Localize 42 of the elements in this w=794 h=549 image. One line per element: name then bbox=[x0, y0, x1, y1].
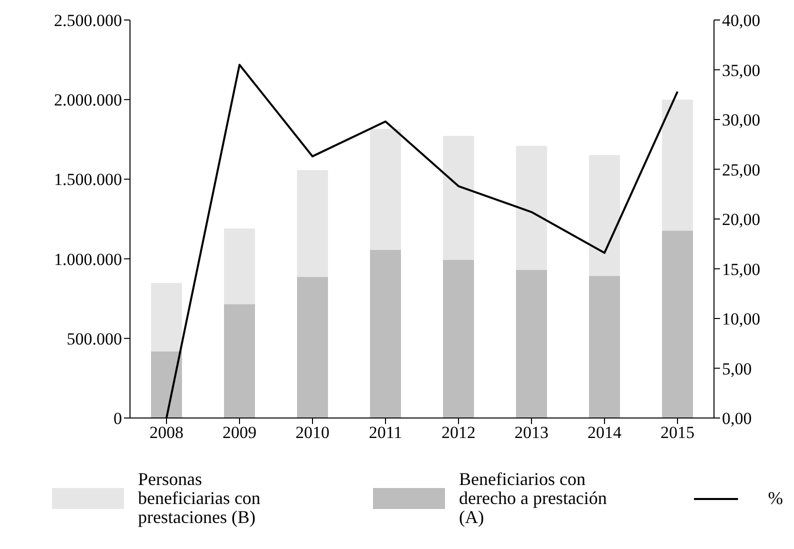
y-tick-label: 2.500.000 bbox=[54, 11, 122, 30]
y-tick-label: 0 bbox=[114, 409, 122, 428]
bar bbox=[370, 250, 401, 418]
x-tick-label: 2013 bbox=[514, 423, 548, 442]
y2-tick-label: 15,00 bbox=[722, 260, 760, 279]
bar bbox=[370, 128, 401, 250]
bar bbox=[662, 230, 693, 418]
x-tick-label: 2008 bbox=[150, 423, 184, 442]
bar bbox=[443, 260, 474, 418]
y2-tick-label: 35,00 bbox=[722, 60, 760, 80]
legend-label: Personas beneficiarias con prestaciones (B) bbox=[138, 469, 262, 527]
y2-tick-label: 40,00 bbox=[722, 11, 760, 30]
x-tick-label: 2014 bbox=[588, 423, 622, 442]
x-tick-label: 2011 bbox=[368, 423, 402, 442]
bar bbox=[516, 270, 547, 418]
y2-tick-label: 5,00 bbox=[722, 359, 752, 378]
bar bbox=[151, 283, 182, 352]
y-tick-label: 2.000.000 bbox=[54, 90, 122, 110]
y2-tick-label: 20,00 bbox=[722, 210, 760, 230]
bar bbox=[224, 304, 255, 418]
y2-tick-label: 0,00 bbox=[722, 409, 752, 428]
bar bbox=[297, 170, 328, 277]
y2-tick-label: 30,00 bbox=[722, 110, 760, 130]
y-tick-label: 1.500.000 bbox=[54, 170, 122, 190]
bar bbox=[662, 100, 693, 231]
bar bbox=[297, 276, 328, 418]
x-tick-label: 2010 bbox=[296, 423, 330, 442]
bar bbox=[443, 136, 474, 260]
bar bbox=[224, 228, 255, 304]
bar bbox=[589, 155, 620, 276]
y2-tick-label: 10,00 bbox=[722, 310, 760, 329]
bar bbox=[151, 351, 182, 418]
bar bbox=[589, 276, 620, 418]
legend-label: Beneficiarios con derecho a prestación (A) bbox=[459, 469, 608, 527]
bar bbox=[516, 146, 547, 270]
x-tick-label: 2015 bbox=[660, 423, 694, 442]
x-tick-label: 2012 bbox=[442, 423, 476, 442]
y-tick-label: 500.000 bbox=[66, 329, 122, 348]
legend-label: % bbox=[768, 488, 784, 508]
y-tick-label: 1.000.000 bbox=[54, 250, 122, 269]
y2-tick-label: 25,00 bbox=[722, 160, 760, 180]
x-tick-label: 2009 bbox=[222, 423, 256, 442]
